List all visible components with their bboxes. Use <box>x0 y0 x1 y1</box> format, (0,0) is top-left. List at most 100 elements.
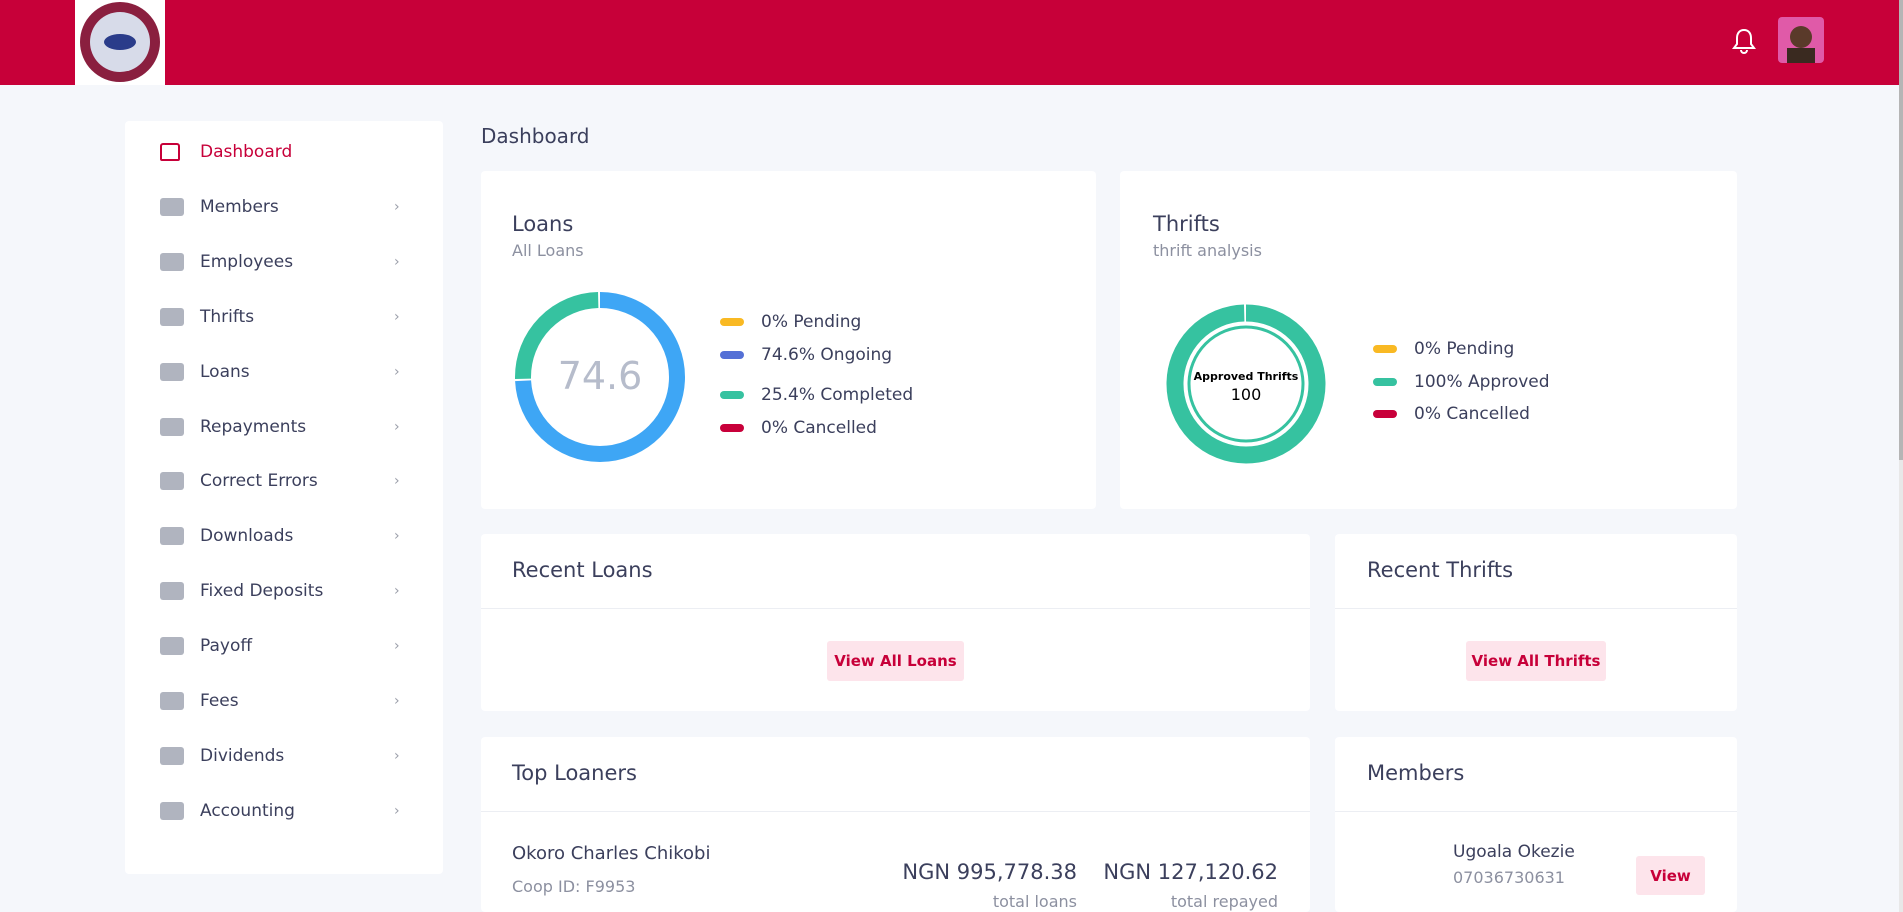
scroll-thumb <box>1899 0 1903 460</box>
sidebar-icon <box>160 582 184 601</box>
sidebar-item[interactable]: Thrifts › <box>160 297 420 337</box>
legend-swatch <box>720 351 744 359</box>
chevron: › <box>394 638 400 655</box>
sidebar-icon <box>160 417 184 436</box>
member-name: Ugoala Okezie <box>1453 842 1575 862</box>
sidebar-icon <box>160 197 184 216</box>
legend-swatch <box>1373 410 1397 418</box>
members-card: Members Ugoala Okezie 07036730631 View <box>1335 737 1737 912</box>
legend-label: 100% Approved <box>1414 372 1550 392</box>
sidebar-icon <box>160 252 184 271</box>
sidebar-icon <box>160 801 184 820</box>
top-bar <box>0 0 1899 85</box>
card-title: Top Loaners <box>512 761 637 785</box>
sidebar-icon <box>160 143 180 161</box>
legend-entry: 0% Cancelled <box>720 418 877 438</box>
chevron: › <box>394 473 400 490</box>
notification-bell[interactable] <box>1731 27 1757 55</box>
view-all-loans-button[interactable]: View All Loans <box>827 641 964 681</box>
sidebar-label: Loans <box>200 361 250 382</box>
card-title: Recent Loans <box>512 558 653 582</box>
donut-center-value: 74.6 <box>558 354 643 398</box>
coop-id: Coop ID: F9953 <box>512 877 636 896</box>
sidebar-label: Dashboard <box>200 142 293 162</box>
scrollbar <box>1899 0 1903 912</box>
sidebar-label: Dividends <box>200 745 285 766</box>
donut-segment <box>1166 304 1326 464</box>
sidebar-label: Accounting <box>200 800 295 821</box>
sidebar-item[interactable]: Dividends › <box>160 736 420 776</box>
sidebar-label: Employees <box>200 251 294 272</box>
donut-center-label: Approved Thrifts <box>1194 370 1299 383</box>
sidebar-item[interactable]: Fees › <box>160 681 420 721</box>
sidebar-item[interactable]: Correct Errors › <box>160 461 420 501</box>
sidebar-item[interactable]: Fixed Deposits › <box>160 571 420 611</box>
sidebar-icon <box>160 472 184 491</box>
total-loans-label: total loans <box>992 892 1077 911</box>
sidebar-label: Downloads <box>200 526 294 547</box>
donut-segment <box>515 292 685 462</box>
donut-segment <box>515 292 685 462</box>
legend-label: 0% Cancelled <box>761 418 877 438</box>
view-all-thrifts-button[interactable]: View All Thrifts <box>1466 641 1606 681</box>
sidebar-label: Correct Errors <box>200 471 318 492</box>
legend-swatch <box>720 391 744 399</box>
page-title: Dashboard <box>481 124 590 148</box>
divider <box>1335 608 1737 609</box>
sidebar-item[interactable]: Employees › <box>160 242 420 282</box>
card-title: Recent Thrifts <box>1367 558 1514 582</box>
legend-entry: 0% Cancelled <box>1373 404 1530 424</box>
chevron: › <box>394 308 400 325</box>
sidebar-icon <box>160 637 184 656</box>
legend-label: 0% Cancelled <box>1414 404 1530 424</box>
legend-label: 0% Pending <box>1414 339 1515 359</box>
divider <box>1335 811 1737 812</box>
card-title: Thrifts <box>1153 212 1220 236</box>
sidebar-item[interactable]: Downloads › <box>160 516 420 556</box>
thrifts-card: Thrifts thrift analysis Approved Thrifts… <box>1120 171 1737 509</box>
legend-swatch <box>1373 345 1397 353</box>
member-phone: 07036730631 <box>1453 868 1565 887</box>
total-loans: NGN 995,778.38 <box>902 860 1077 884</box>
card-subtitle: All Loans <box>512 241 584 260</box>
chevron: › <box>394 528 400 545</box>
legend-swatch <box>720 424 744 432</box>
sidebar-label: Repayments <box>200 416 307 437</box>
sidebar-icon <box>160 307 184 326</box>
user-avatar[interactable] <box>1778 17 1824 63</box>
sidebar-item[interactable]: Accounting › <box>160 791 420 831</box>
sidebar-label: Members <box>200 196 279 217</box>
sidebar: Dashboard Members › Employees › Thrifts › Loans… <box>125 121 443 874</box>
card-title: Loans <box>512 212 574 236</box>
sidebar-icon <box>160 746 184 765</box>
recent-loans-card: Recent Loans View All Loans <box>481 534 1310 711</box>
thrifts-donut: Approved Thrifts 100 <box>1166 304 1326 464</box>
divider <box>481 608 1310 609</box>
legend-entry: 100% Approved <box>1373 372 1550 392</box>
sidebar-item[interactable]: Dashboard <box>160 132 420 172</box>
sidebar-item[interactable]: Payoff › <box>160 626 420 666</box>
top-loaners-card: Top Loaners Okoro Charles Chikobi Coop I… <box>481 737 1310 912</box>
legend-entry: 74.6% Ongoing <box>720 345 892 365</box>
logo-graphic <box>80 2 160 82</box>
donut-center-value: 100 <box>1231 385 1262 404</box>
sidebar-label: Thrifts <box>200 306 255 327</box>
legend-entry: 0% Pending <box>1373 339 1514 359</box>
sidebar-item[interactable]: Loans › <box>160 352 420 392</box>
view-member-button[interactable]: View <box>1636 856 1705 895</box>
loans-donut: 74.6 <box>515 292 685 462</box>
loaner-name: Okoro Charles Chikobi <box>512 843 711 864</box>
donut-inner-ring <box>1187 325 1305 443</box>
chevron: › <box>394 802 400 819</box>
chevron: › <box>394 747 400 764</box>
loans-card: Loans All Loans 74.6 0% Pending 74.6% Ong… <box>481 171 1096 509</box>
legend-entry: 0% Pending <box>720 312 861 332</box>
sidebar-item[interactable]: Members › <box>160 187 420 227</box>
recent-thrifts-card: Recent Thrifts View All Thrifts <box>1335 534 1737 711</box>
legend-label: 74.6% Ongoing <box>761 345 893 365</box>
legend-label: 0% Pending <box>761 312 862 332</box>
sidebar-item[interactable]: Repayments › <box>160 407 420 447</box>
logo[interactable] <box>75 0 165 85</box>
